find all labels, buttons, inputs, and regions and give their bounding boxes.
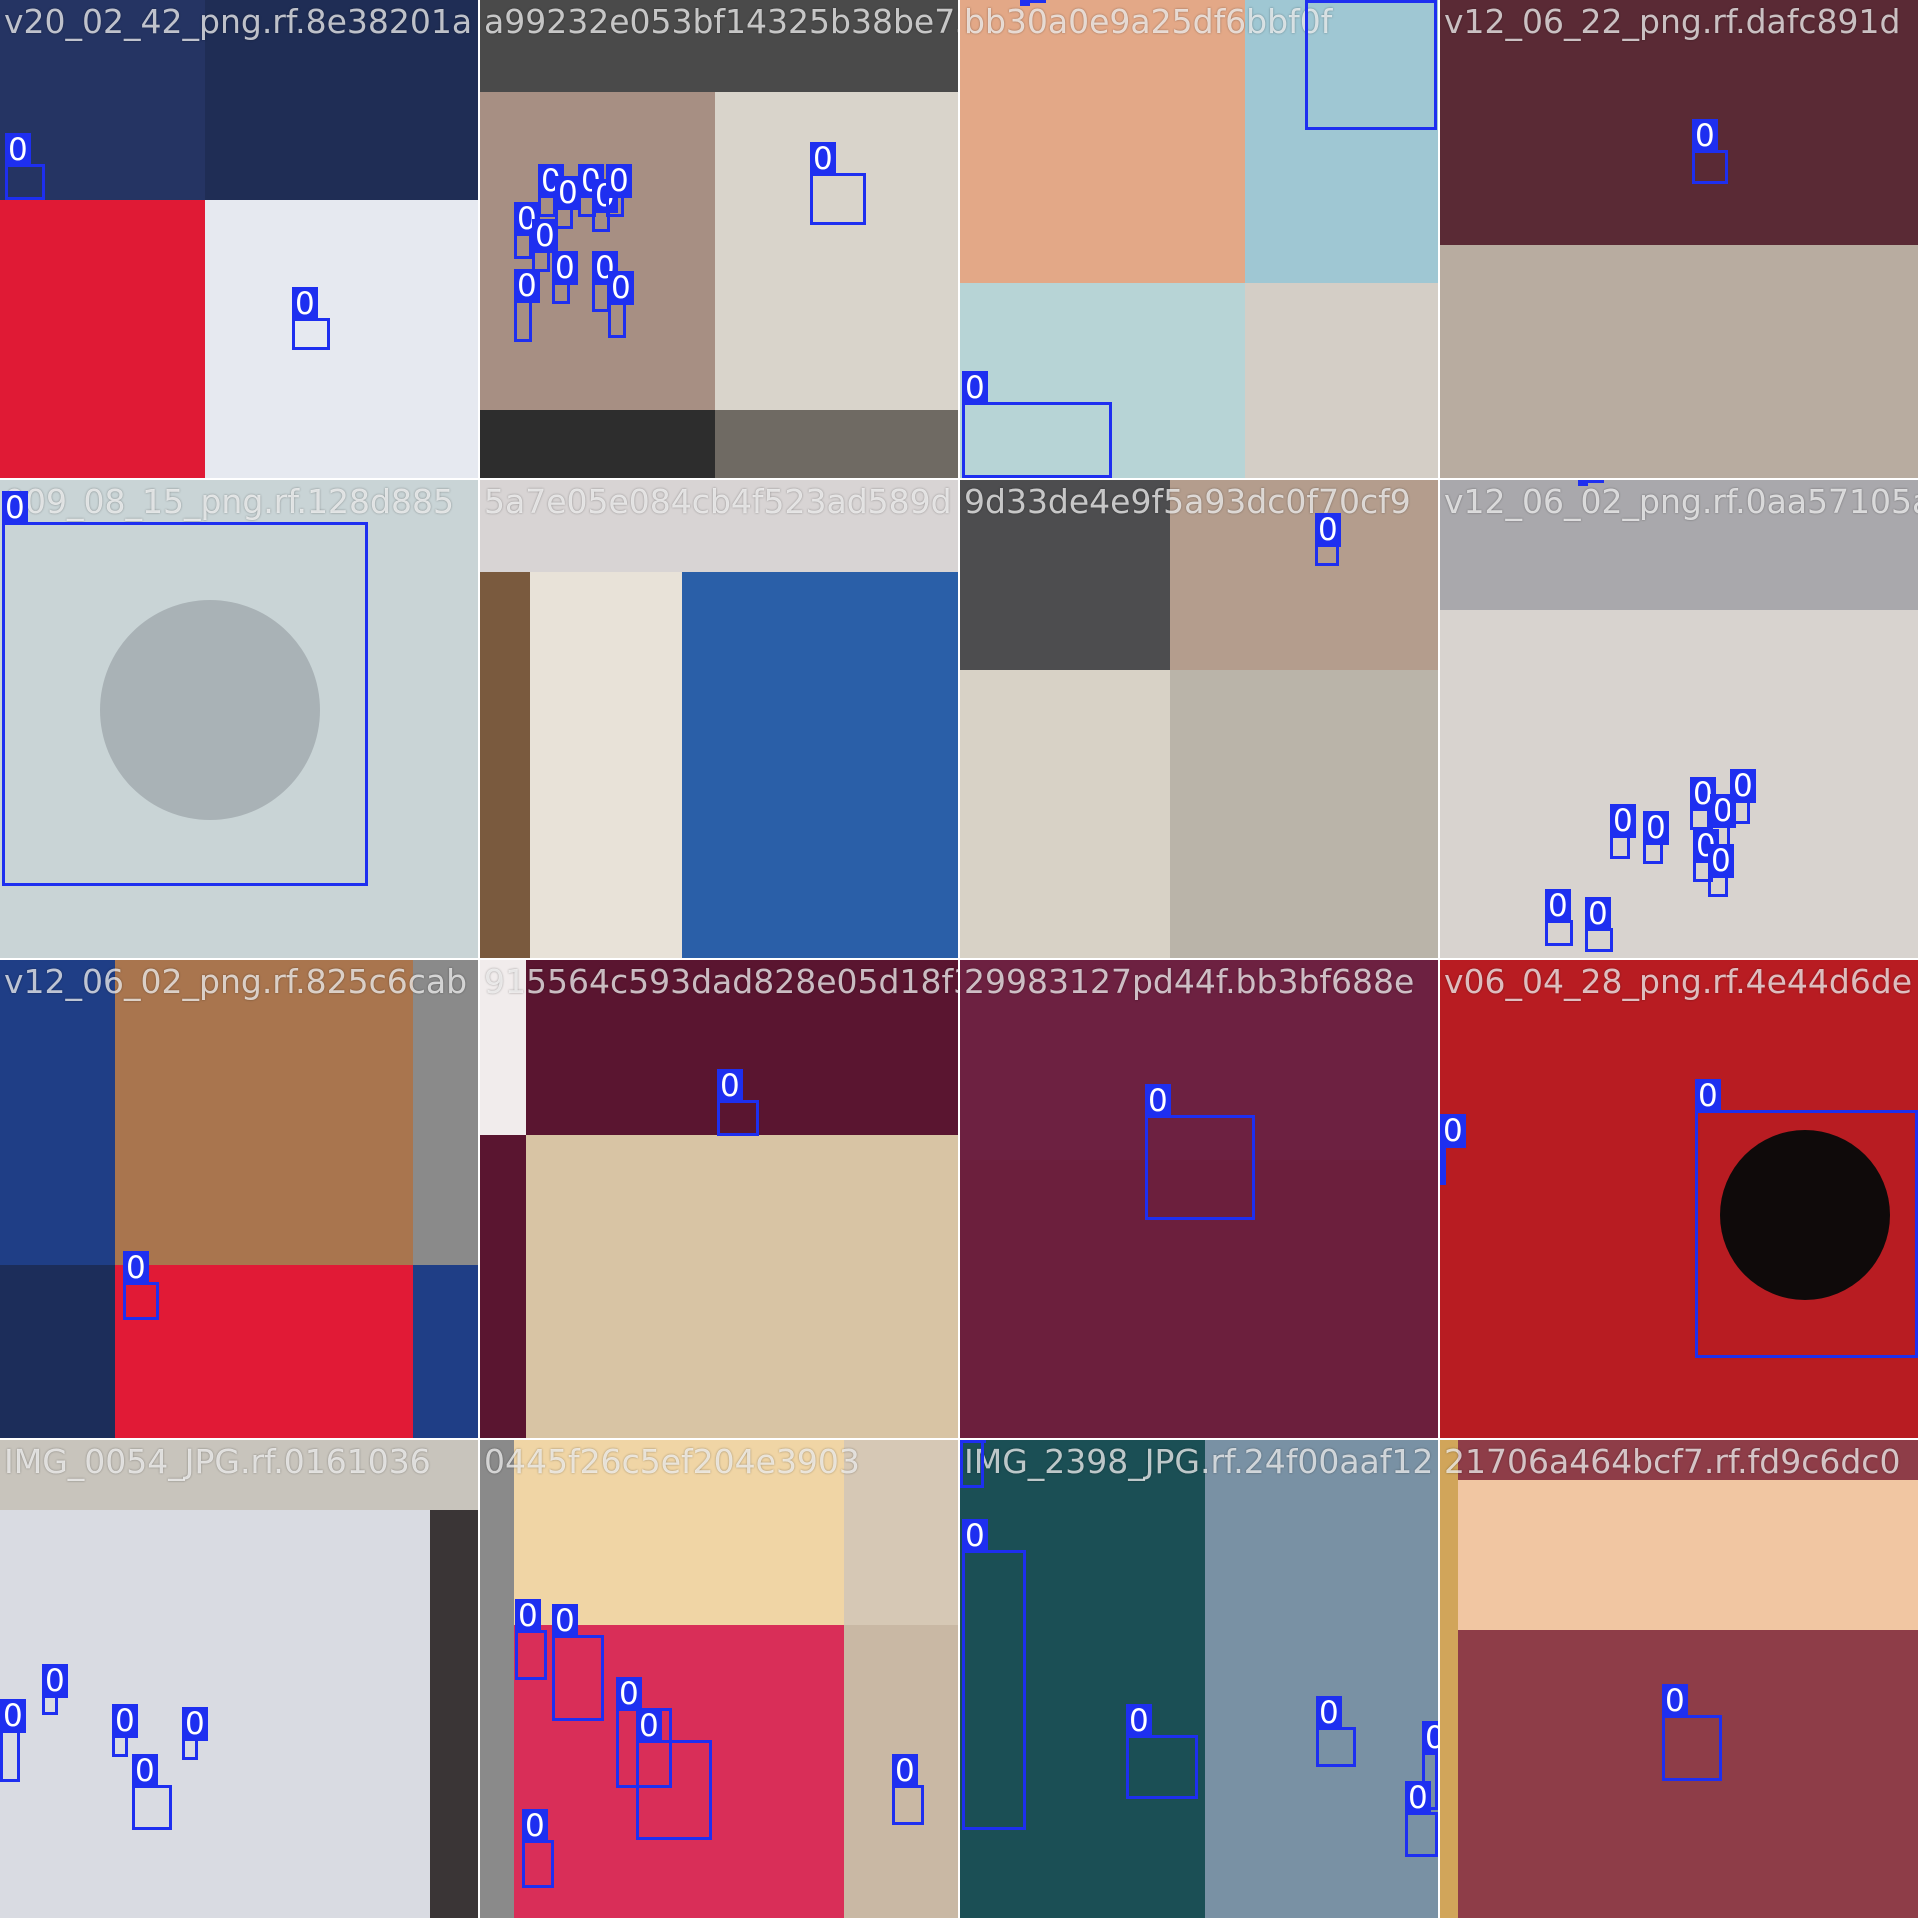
tile-label: 21706a464bcf7.rf.fd9c6dc0	[1444, 1442, 1901, 1481]
tile-label: v12_06_02_png.rf.0aa57105a	[1444, 482, 1918, 521]
detection-box: 0	[636, 1709, 712, 1840]
tile-label: v12_06_22_png.rf.dafc891d	[1444, 2, 1901, 41]
tile-2: bb30a0e9a25df6bbf0f 0 0 0	[960, 0, 1438, 478]
tile-label: v12_06_02_png.rf.825c6cab	[4, 962, 468, 1001]
detection-box: 0	[2, 491, 368, 886]
detection-box: 0	[112, 1704, 138, 1757]
tile-5: 5a7e05e084cb4f523ad589d	[480, 480, 958, 958]
detection-box: 0	[42, 1664, 68, 1715]
tile-11: v06_04_28_png.rf.4e44d6de 0 0	[1440, 960, 1918, 1438]
detection-box: 0	[1585, 897, 1613, 952]
detection-box: 0	[522, 1809, 554, 1888]
tile-8: v12_06_02_png.rf.825c6cab 0	[0, 960, 478, 1438]
tile-label: 29983127pd44f.bb3bf688e	[964, 962, 1415, 1001]
detection-box: 0	[1316, 1696, 1356, 1767]
tile-7: v12_06_02_png.rf.0aa57105a 0 0 0 0 0 0 0…	[1440, 480, 1918, 958]
detection-box: 0	[1315, 513, 1341, 566]
tile-label: 009_08_15_png.rf.128d885	[4, 482, 454, 521]
tile-15: 21706a464bcf7.rf.fd9c6dc0 0	[1440, 1440, 1918, 1918]
detection-box: 0	[514, 202, 540, 259]
detection-box: 0	[1020, 0, 1046, 6]
detection-box: 0	[532, 219, 558, 272]
detection-box: 0	[960, 1440, 986, 1488]
detection-box: 0	[515, 1599, 547, 1680]
tile-6: 9d33de4e9f5a93dc0f70cf9 0	[960, 480, 1438, 958]
detection-box: 0	[717, 1069, 759, 1136]
detection-box: 0	[514, 269, 540, 342]
detection-box: 0	[1690, 777, 1716, 830]
detection-box: 0	[1305, 0, 1437, 130]
detection-box: 0	[1545, 889, 1573, 946]
detection-box: 0	[552, 251, 578, 304]
detection-box: 0	[182, 1707, 208, 1760]
tile-13: 0445f26c5ef204e3903 0 0 0 0 0 0	[480, 1440, 958, 1918]
tile-label: 915564c593dad828e05d18f3	[484, 962, 958, 1001]
tile-4: 009_08_15_png.rf.128d885 0	[0, 480, 478, 958]
detection-box: 0	[606, 164, 632, 217]
tile-10: 29983127pd44f.bb3bf688e 0	[960, 960, 1438, 1438]
tile-9: 915564c593dad828e05d18f3 0	[480, 960, 958, 1438]
detection-box: 0	[1440, 1114, 1466, 1185]
detection-box: 0	[1708, 844, 1734, 897]
tile-label: 9d33de4e9f5a93dc0f70cf9	[964, 482, 1411, 521]
tile-label: bb30a0e9a25df6bbf0f	[964, 2, 1333, 41]
detection-box: 0	[132, 1754, 172, 1830]
detection-box: 0	[0, 1699, 26, 1782]
detection-box: 0	[1405, 1781, 1438, 1857]
detection-box: 0	[1643, 811, 1669, 864]
detection-box: 0	[5, 133, 45, 200]
tile-label: 5a7e05e084cb4f523ad589d	[484, 482, 952, 521]
detection-box: 0	[892, 1754, 924, 1825]
tile-3: v12_06_22_png.rf.dafc891d 0	[1440, 0, 1918, 478]
detection-box: 0	[616, 1677, 672, 1788]
tile-label: a99232e053bf14325b38be73b	[484, 2, 958, 41]
tile-label: v20_02_42_png.rf.8e38201a	[4, 2, 473, 41]
detection-box: 0	[1145, 1084, 1255, 1220]
tile-label: IMG_2398_JPG.rf.24f00aaf12	[964, 1442, 1434, 1481]
tile-label: IMG_0054_JPG.rf.0161036	[4, 1442, 431, 1481]
detection-box: 0	[962, 1519, 1026, 1830]
detection-box: 0	[1692, 119, 1728, 184]
detection-box: 0	[1695, 1079, 1918, 1358]
tile-0: v20_02_42_png.rf.8e38201a 0 0	[0, 0, 478, 478]
detection-box: 0	[962, 371, 1112, 478]
tile-label: v06_04_28_png.rf.4e44d6de	[1444, 962, 1913, 1001]
detection-box: 0	[123, 1251, 159, 1320]
detection-box: 0	[1610, 804, 1636, 859]
tile-14: IMG_2398_JPG.rf.24f00aaf12 0 0 0 0 0 0	[960, 1440, 1438, 1918]
tile-12: IMG_0054_JPG.rf.0161036 0 0 0 0 0	[0, 1440, 478, 1918]
detection-box: 0	[552, 1604, 604, 1721]
detection-box: 0	[1578, 480, 1604, 486]
detection-box: 0	[555, 176, 581, 229]
detection-box: 0	[1126, 1704, 1198, 1799]
tile-label: 0445f26c5ef204e3903	[484, 1442, 860, 1481]
detection-box: 0	[292, 287, 330, 350]
detection-box: 0	[1730, 769, 1756, 824]
detection-box: 0	[810, 142, 866, 225]
detection-box: 0	[538, 164, 564, 217]
detection-box: 0	[1662, 1684, 1722, 1781]
tile-1: a99232e053bf14325b38be73b 0 0 0 0 0 0 0 …	[480, 0, 958, 478]
detection-box: 0	[608, 271, 634, 338]
